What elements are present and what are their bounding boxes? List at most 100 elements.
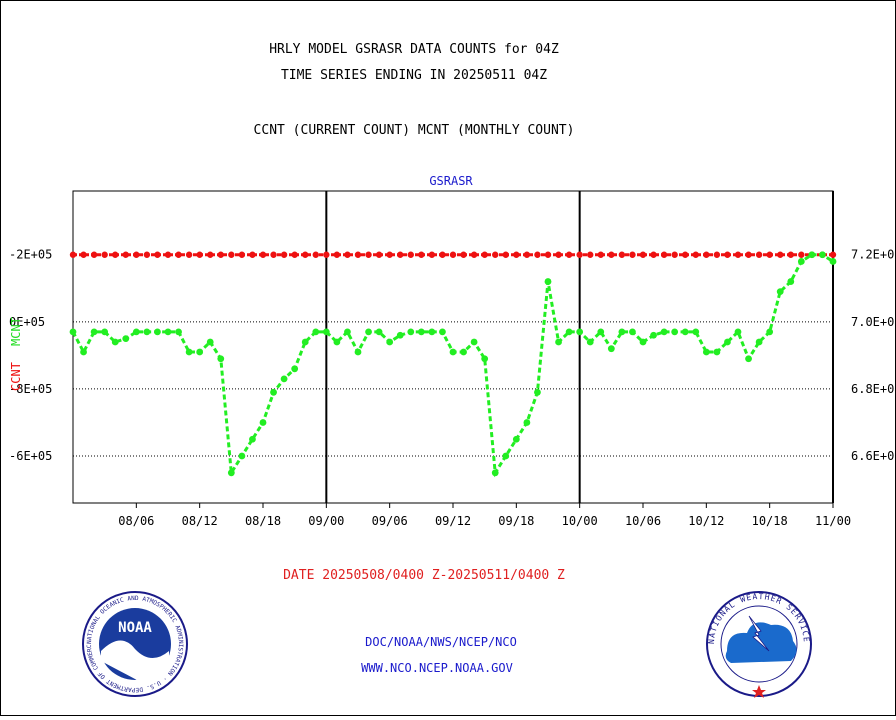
mcnt-point <box>80 251 87 258</box>
mcnt-point <box>333 251 341 258</box>
mcnt-point <box>196 251 203 258</box>
x-tick-label: 10/00 <box>562 514 598 528</box>
ccnt-point <box>175 328 182 336</box>
x-tick-label: 10/18 <box>752 514 788 528</box>
mcnt-point <box>354 251 362 258</box>
ccnt-point <box>449 348 457 356</box>
x-tick-label: 09/00 <box>308 514 344 528</box>
ccnt-point <box>512 435 520 443</box>
ccnt-point <box>650 331 657 339</box>
ccnt-point <box>206 338 214 346</box>
ccnt-point <box>217 355 225 363</box>
ccnt-point <box>618 328 626 336</box>
x-tick-label: 11/00 <box>815 514 851 528</box>
ccnt-point <box>154 328 161 336</box>
mcnt-point <box>386 251 393 258</box>
mcnt-point <box>787 251 794 258</box>
ccnt-point <box>797 258 805 265</box>
mcnt-point <box>555 251 562 258</box>
mcnt-point <box>175 251 182 258</box>
ccnt-point <box>745 355 752 363</box>
x-tick-label: 08/18 <box>245 514 281 528</box>
mcnt-point <box>639 251 647 258</box>
ccnt-point <box>681 328 689 336</box>
left-axis-label-mcnt: MCNT <box>9 317 23 346</box>
ccnt-point <box>534 388 541 396</box>
mcnt-point <box>238 251 246 258</box>
mcnt-point <box>576 251 583 258</box>
ccnt-point <box>502 452 510 460</box>
ccnt-point <box>787 278 795 285</box>
ccnt-point <box>776 288 784 296</box>
right-tick-label: 6.6E+0 <box>851 449 894 463</box>
mcnt-point <box>143 251 151 258</box>
mcnt-point <box>375 251 383 258</box>
ccnt-point <box>301 338 309 346</box>
ccnt-point <box>629 328 636 336</box>
ccnt-point <box>460 348 467 356</box>
x-tick-label: 09/06 <box>372 514 408 528</box>
mcnt-point <box>217 251 224 258</box>
mcnt-point <box>207 251 214 258</box>
mcnt-point <box>513 251 520 258</box>
mcnt-point <box>365 251 372 258</box>
noaa-logo: NOAA NATIONAL OCEANIC AND ATMOSPHERIC AD… <box>0 0 188 697</box>
mcnt-point <box>418 251 425 258</box>
mcnt-point <box>280 251 288 258</box>
chart-title-line1: HRLY MODEL GSRASR DATA COUNTS for 04Z <box>269 42 559 57</box>
ccnt-point <box>660 328 668 336</box>
ccnt-point <box>734 328 742 336</box>
website-link[interactable]: WWW.NCO.NCEP.NOAA.GOV <box>361 661 513 675</box>
ccnt-point <box>291 365 299 373</box>
mcnt-point <box>69 251 77 258</box>
ccnt-point <box>755 338 763 346</box>
chart-subtitle: CCNT (CURRENT COUNT) MCNT (MONTHLY COUNT… <box>254 123 575 138</box>
org-path-link[interactable]: DOC/NOAA/NWS/NCEP/NCO <box>365 635 517 649</box>
ccnt-point <box>565 328 573 336</box>
ccnt-point <box>312 328 320 336</box>
nws-logo: NATIONAL WEATHER SERVICE <box>706 591 812 698</box>
ccnt-point <box>80 348 87 356</box>
ccnt-series <box>69 251 837 478</box>
day-dividers <box>325 191 834 503</box>
date-range-label: DATE 20250508/0400 Z-20250511/0400 Z <box>283 568 565 583</box>
left-tick-label: -2E+05 <box>9 248 52 262</box>
ccnt-point <box>132 328 140 336</box>
mcnt-point <box>544 251 552 258</box>
ccnt-point <box>111 338 119 346</box>
x-tick-label: 08/06 <box>118 514 154 528</box>
x-tick-label: 08/12 <box>182 514 218 528</box>
ccnt-point <box>365 328 372 336</box>
ccnt-point <box>280 375 288 383</box>
mcnt-point <box>90 251 98 258</box>
mcnt-point <box>460 251 467 258</box>
ccnt-point <box>101 328 109 336</box>
mcnt-point <box>587 251 594 258</box>
ccnt-point <box>122 335 130 343</box>
mcnt-point <box>470 251 478 258</box>
mcnt-point <box>291 251 298 258</box>
mcnt-point <box>713 251 721 258</box>
ccnt-point <box>375 328 383 336</box>
ccnt-point <box>544 278 552 285</box>
ccnt-point <box>808 251 816 259</box>
ccnt-point <box>227 469 235 477</box>
ccnt-point <box>586 338 594 346</box>
ccnt-point <box>164 328 172 336</box>
plot-title: GSRASR <box>429 174 473 188</box>
left-axis-label-ccnt: CCNT <box>9 362 23 391</box>
ccnt-point <box>724 338 731 346</box>
mcnt-point <box>492 251 499 258</box>
mcnt-point <box>829 251 837 258</box>
mcnt-point <box>798 251 805 258</box>
ccnt-point <box>344 328 351 336</box>
ccnt-point <box>143 328 151 336</box>
ccnt-point <box>270 388 277 396</box>
ccnt-point <box>555 338 562 346</box>
ccnt-point <box>576 328 584 336</box>
mcnt-point <box>259 251 267 258</box>
mcnt-point <box>112 251 119 258</box>
mcnt-point <box>660 251 668 258</box>
ccnt-point <box>196 348 204 356</box>
